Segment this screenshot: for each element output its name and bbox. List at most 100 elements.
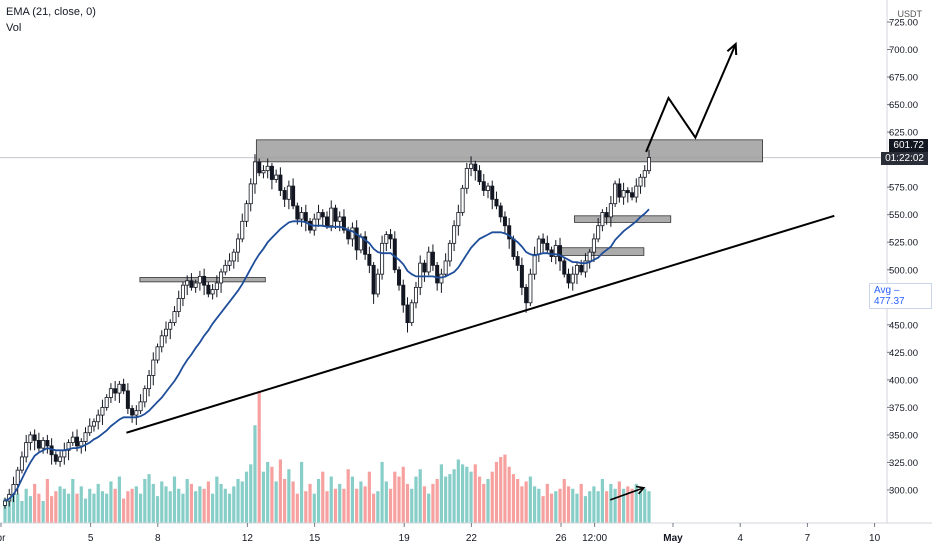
- volume-bar: [520, 486, 524, 523]
- volume-bar: [516, 479, 520, 523]
- candle-body: [634, 185, 639, 198]
- level-box-top-resistance: [255, 139, 763, 163]
- volume-bar: [122, 498, 126, 523]
- candle-body: [257, 161, 262, 174]
- volume-bar: [168, 491, 172, 523]
- volume-bar: [96, 483, 100, 523]
- candle-body: [354, 227, 359, 251]
- y-tick-label: 325.00: [889, 458, 918, 469]
- candle-body: [214, 282, 219, 290]
- candle-body: [422, 262, 427, 273]
- volume-bar: [617, 481, 621, 523]
- x-tick-label: 10: [869, 533, 881, 544]
- candle-body: [206, 284, 211, 295]
- candle-body: [591, 238, 596, 253]
- candle-body: [494, 198, 499, 207]
- candle-body: [15, 469, 20, 485]
- volume-bar: [185, 479, 189, 523]
- volume-bar: [499, 457, 503, 523]
- volume-bar: [287, 469, 291, 523]
- volume-bar: [147, 474, 151, 523]
- volume-bar: [215, 476, 219, 523]
- volume-bar: [325, 491, 329, 523]
- x-tick-label: 12:00: [582, 533, 607, 544]
- volume-bar: [194, 491, 198, 523]
- candle-body: [100, 406, 105, 416]
- candle-body: [638, 176, 643, 187]
- volume-bar: [134, 486, 138, 523]
- volume-bar: [164, 486, 168, 523]
- candle-body: [41, 440, 46, 449]
- avg-separator: –: [893, 285, 900, 296]
- candle-body: [333, 207, 338, 222]
- candle-body: [473, 163, 478, 172]
- y-tick-label: 425.00: [889, 348, 918, 359]
- volume-bar: [588, 491, 592, 523]
- volume-bar: [172, 476, 177, 523]
- candle-body: [329, 207, 334, 227]
- candle-body: [363, 236, 368, 255]
- volume-bar: [295, 493, 299, 523]
- volume-bar: [435, 479, 439, 523]
- vol-legend[interactable]: Vol: [6, 22, 22, 34]
- candle-body: [617, 183, 622, 198]
- candle-body: [528, 273, 533, 304]
- volume-bar: [304, 491, 308, 523]
- volume-bar: [621, 488, 626, 523]
- candle-body: [562, 260, 567, 275]
- candle-body: [498, 205, 503, 218]
- volume-bar: [410, 488, 414, 523]
- candle-body: [252, 161, 257, 185]
- volume-bar: [219, 483, 223, 523]
- candle-body: [647, 157, 652, 172]
- ema-legend[interactable]: EMA (21, close, 0): [6, 6, 96, 18]
- volume-bar: [609, 483, 613, 523]
- volume-bar: [405, 483, 410, 523]
- candle-body: [485, 185, 490, 191]
- volume-bar: [202, 488, 206, 523]
- x-tick-label: 26: [555, 533, 567, 544]
- candle-body: [384, 234, 389, 244]
- volume-bar: [3, 498, 7, 523]
- volume-bar: [240, 481, 244, 523]
- volume-bar: [105, 493, 109, 523]
- candle-body: [168, 322, 173, 330]
- volume-bar: [397, 476, 401, 523]
- candle-body: [545, 242, 550, 251]
- candle-body: [303, 212, 308, 222]
- volume-bar: [549, 493, 554, 523]
- candle-body: [426, 251, 431, 273]
- y-tick-label: 700.00: [889, 45, 918, 56]
- candle-body: [189, 280, 194, 288]
- candle-body: [70, 436, 75, 444]
- candle-body: [193, 282, 198, 288]
- volume-bar: [291, 481, 295, 523]
- candle-body: [28, 434, 33, 444]
- volume-bar: [83, 498, 88, 523]
- candle-body: [515, 256, 520, 266]
- volume-bar: [155, 496, 160, 523]
- volume-bar: [503, 454, 507, 523]
- volume-bar: [494, 461, 499, 523]
- x-tick-label: 5: [88, 533, 94, 544]
- candle-body: [320, 212, 325, 218]
- candle-body: [142, 388, 147, 403]
- candle-body: [202, 275, 207, 286]
- volume-bar: [20, 501, 24, 523]
- volume-bar: [482, 483, 486, 523]
- volume-bar: [401, 466, 405, 523]
- volume-bar: [58, 486, 62, 523]
- volume-bar: [274, 481, 278, 523]
- projection-path: [645, 43, 737, 153]
- volume-bar: [545, 483, 549, 523]
- candle-body: [24, 442, 29, 458]
- volume-bar: [45, 479, 49, 523]
- volume-bar: [583, 496, 588, 523]
- ema-line: [4, 208, 650, 502]
- candle-body: [113, 388, 118, 394]
- candle-body: [324, 216, 329, 227]
- unit-label: USDT: [897, 9, 923, 19]
- candle-body: [147, 375, 152, 390]
- candle-body: [642, 170, 647, 178]
